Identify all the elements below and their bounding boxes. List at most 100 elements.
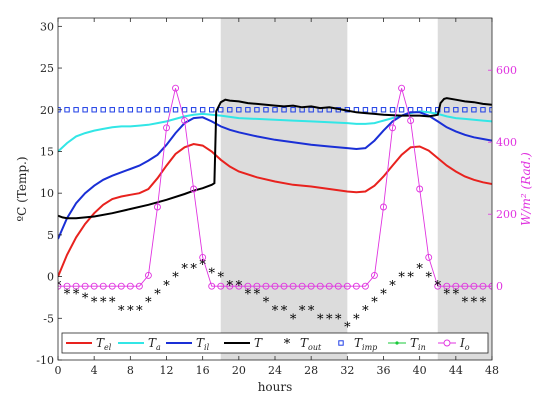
x-tick-label: 40 <box>413 364 427 377</box>
series-point-t-out: * <box>471 296 478 311</box>
series-point-t-imp <box>73 107 79 113</box>
series-point-i-o <box>316 282 324 290</box>
series-point-t-imp <box>380 107 387 113</box>
series-point-t-out: * <box>218 271 225 286</box>
series-point-t-out: * <box>127 304 134 319</box>
series-point-i-o <box>235 282 243 290</box>
x-tick-label: 36 <box>377 364 391 377</box>
series-point-t-out: * <box>335 312 342 327</box>
right-axis-label: W/m² (Rad.) <box>519 152 533 226</box>
series-point-i-o <box>452 282 460 290</box>
series-point-i-o <box>479 282 487 290</box>
legend-t-in-marker <box>395 341 399 345</box>
shaded-region <box>437 18 492 360</box>
series-point-t-out: * <box>154 287 161 302</box>
x-axis-label: hours <box>258 380 293 394</box>
series-point-t-out: * <box>389 279 396 294</box>
series-point-t-out: * <box>317 312 324 327</box>
series-point-t-imp <box>190 107 197 113</box>
series-point-i-o <box>371 271 378 279</box>
series-point-t-out: * <box>199 258 206 273</box>
series-point-t-imp <box>100 107 106 113</box>
x-tick-label: 12 <box>160 364 174 377</box>
series-point-t-out: * <box>181 262 188 277</box>
legend-t-el-label: Tel <box>96 336 112 352</box>
series-point-i-o <box>181 117 189 125</box>
y-tick-label: -5 <box>43 312 54 325</box>
series-line-t-a <box>58 110 492 153</box>
series-point-t-imp <box>281 107 287 113</box>
series-point-i-o <box>108 282 116 290</box>
y-tick-label: 5 <box>47 229 54 242</box>
series-point-t-out: * <box>64 287 71 302</box>
left-axis-ticks: -10 -5 0 5 10 15 20 25 30 <box>36 20 62 367</box>
series-point-t-imp <box>181 107 188 113</box>
legend-t-imp-swatch <box>338 340 344 346</box>
series-point-t-imp <box>136 107 143 113</box>
series-point-t-out: * <box>308 304 315 319</box>
series-point-i-o <box>461 282 469 290</box>
series-point-t-imp <box>263 107 269 113</box>
legend: Tel Ta Til T * Tout Timp Tin Io <box>61 332 489 354</box>
x-tick-label: 44 <box>449 364 463 377</box>
series-point-i-o <box>325 282 333 290</box>
series-point-i-o <box>407 117 415 125</box>
series-point-t-out: * <box>227 279 234 294</box>
series-point-t-out: * <box>145 296 152 311</box>
series-point-i-o <box>99 282 107 290</box>
legend-t-out-label: Tout <box>300 336 322 352</box>
legend-t-imp-label: Timp <box>354 336 377 352</box>
series-point-i-o <box>154 203 161 211</box>
series-point-i-o <box>380 203 387 211</box>
series-point-t-imp <box>127 107 134 113</box>
series-point-t-out: * <box>416 262 423 277</box>
legend-t-in-label: Tin <box>410 336 426 352</box>
right-tick-label: 600 <box>496 64 517 77</box>
y-tick-label: 0 <box>47 271 54 284</box>
series-point-t-imp <box>82 107 88 113</box>
series-point-i-o <box>126 282 134 290</box>
y-tick-label: 10 <box>40 187 54 200</box>
y-tick-label: 25 <box>40 62 54 75</box>
series-point-t-out: * <box>380 287 387 302</box>
x-tick-label: 32 <box>340 364 354 377</box>
series-point-t-out: * <box>109 296 116 311</box>
series-point-t-out: * <box>73 287 80 302</box>
series-point-t-imp <box>371 107 378 113</box>
series-point-i-o <box>244 282 252 290</box>
series-point-t-imp <box>398 107 405 113</box>
series-point-i-o <box>172 84 179 92</box>
series-point-t-out: * <box>55 279 62 294</box>
right-axis-ticks: 0 200 400 600 <box>488 64 517 293</box>
series-point-t-out: * <box>290 312 297 327</box>
series-point-t-out: * <box>254 287 261 302</box>
series-point-i-o <box>90 282 98 290</box>
series-point-t-imp <box>209 107 215 113</box>
series-line-t <box>58 97 492 220</box>
series-line-i-o <box>58 88 492 287</box>
series-point-t-imp <box>254 107 260 113</box>
x-tick-label: 48 <box>485 364 499 377</box>
series-point-i-o <box>117 282 125 290</box>
series-point-t-out: * <box>263 296 270 311</box>
series-point-i-o <box>334 282 342 290</box>
series-point-t-out: * <box>425 271 432 286</box>
x-tick-label: 20 <box>232 364 246 377</box>
series-point-t-imp <box>91 107 97 113</box>
series-point-t-out: * <box>163 279 170 294</box>
series-point-t-imp <box>154 107 161 113</box>
series-point-i-o <box>289 282 297 290</box>
series-point-i-o <box>262 282 270 290</box>
series-point-i-o <box>253 282 261 290</box>
x-tick-label: 16 <box>196 364 210 377</box>
series-point-t-imp <box>480 107 486 113</box>
series-point-i-o <box>443 282 451 290</box>
legend-t-label: T <box>254 336 263 350</box>
series-point-t-imp <box>199 107 206 113</box>
series-point-t-out: * <box>136 304 143 319</box>
series-point-i-o <box>434 282 442 290</box>
series-point-i-o <box>190 185 198 193</box>
x-tick-label: 0 <box>55 364 62 377</box>
series-point-i-o <box>163 124 170 132</box>
series-point-i-o <box>280 282 288 290</box>
